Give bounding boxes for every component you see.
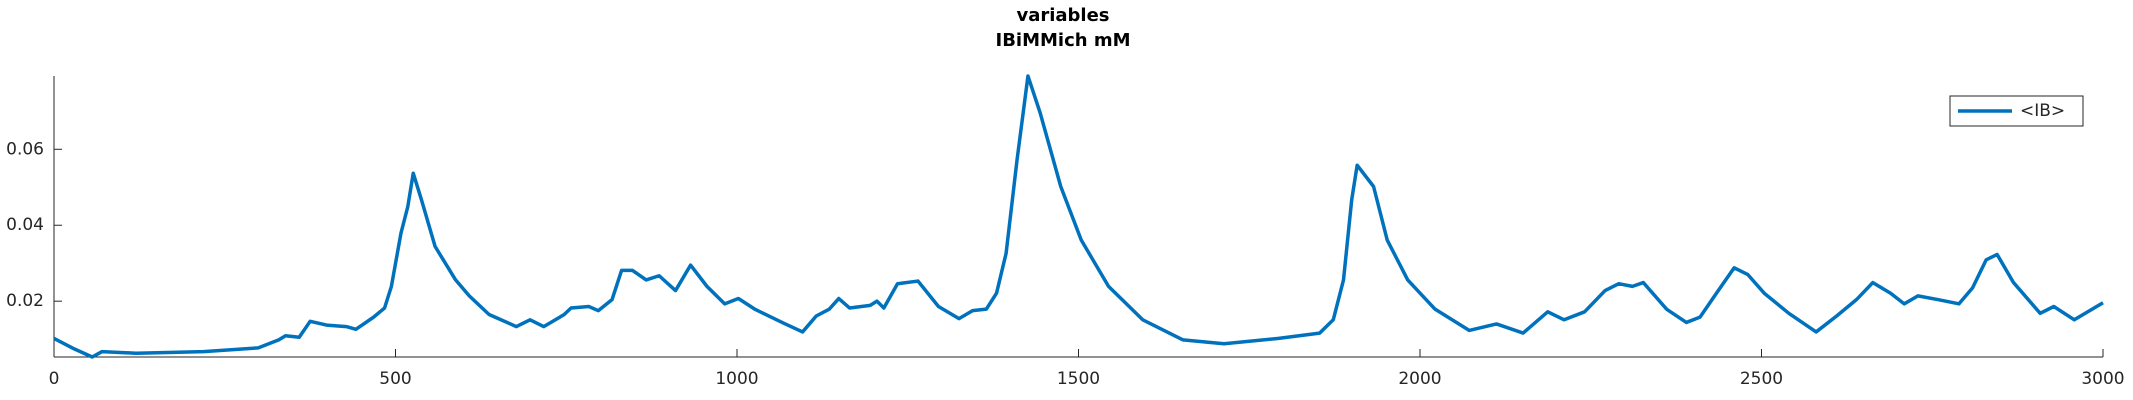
x-tick-label: 2000	[1398, 369, 1441, 389]
x-tick-label: 3000	[2081, 369, 2124, 389]
data-line	[53, 74, 2104, 359]
x-tick-label: 2500	[1740, 369, 1783, 389]
legend-label: <IB>	[2020, 101, 2065, 121]
x-tick-label: 500	[379, 369, 411, 389]
x-tick-label: 0	[49, 369, 60, 389]
chart-title: variables	[1016, 5, 1109, 26]
chart-subtitle: IBiMMich mM	[996, 30, 1131, 51]
x-tick-label: 1000	[715, 369, 758, 389]
x-tick-label: 1500	[1057, 369, 1100, 389]
y-tick-label: 0.02	[6, 291, 44, 311]
y-tick-label: 0.04	[6, 215, 44, 235]
y-tick-label: 0.06	[6, 139, 44, 159]
